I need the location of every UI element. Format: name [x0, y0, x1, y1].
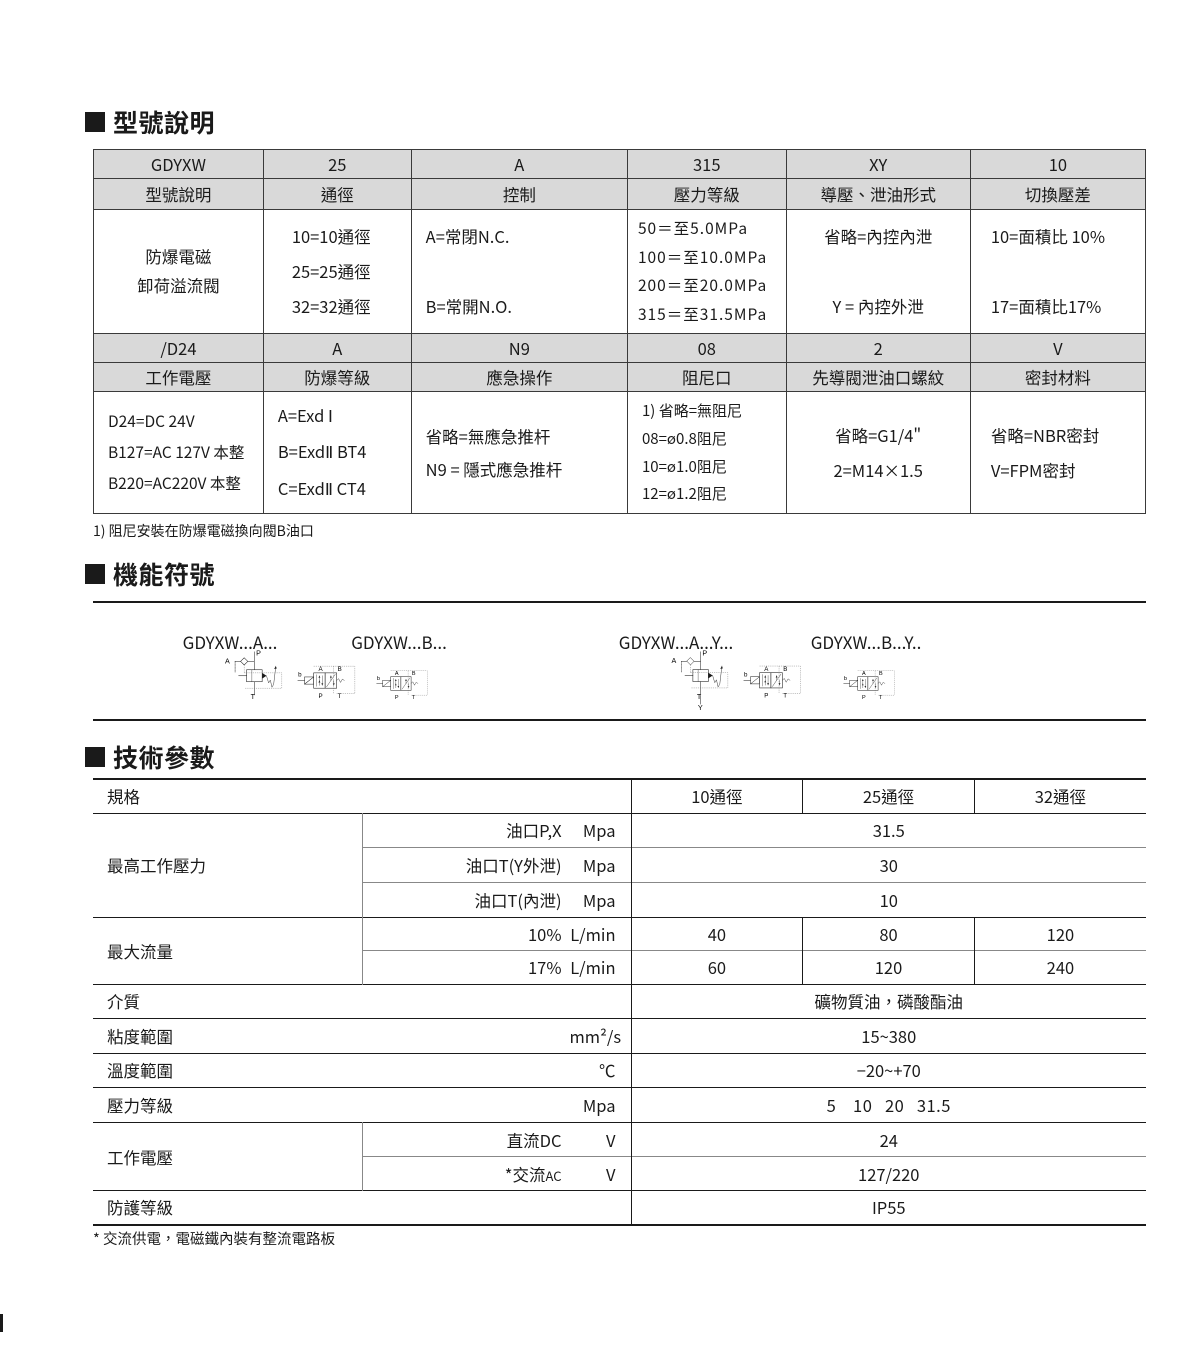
svg-text:Y: Y: [698, 703, 703, 712]
